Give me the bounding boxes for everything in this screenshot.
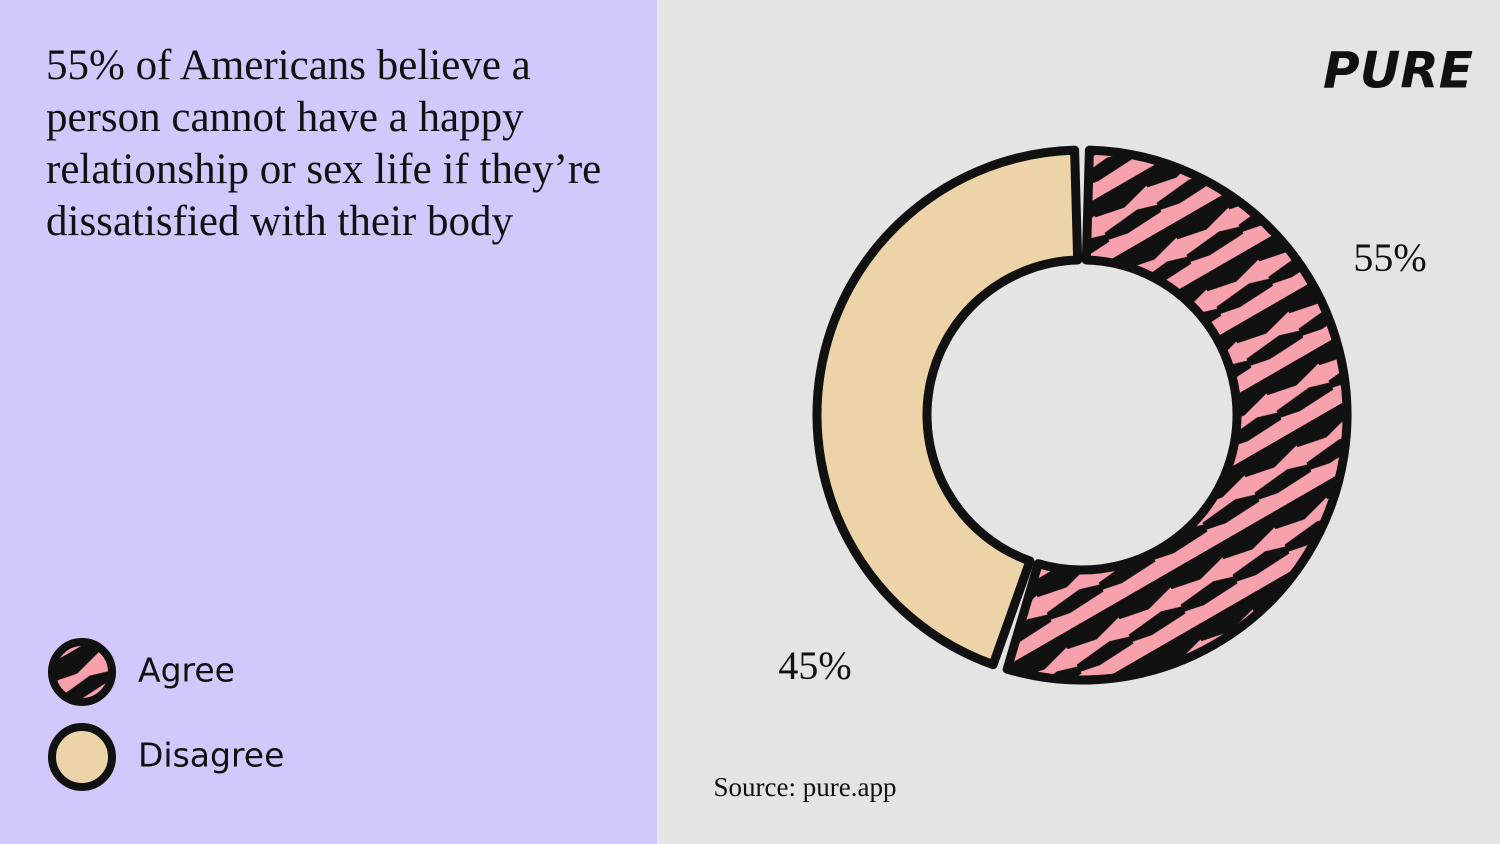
chart-title: 55% of Americans believe a person cannot… [46, 42, 602, 245]
left-panel [0, 0, 657, 844]
value-label: 45% [778, 643, 851, 688]
legend-swatch [48, 723, 116, 791]
source: Source: pure.app [714, 772, 897, 802]
legend-label: Disagree [138, 736, 284, 775]
legend-swatch [48, 638, 116, 706]
legend-label: Agree [138, 651, 235, 690]
brand-logo: PURE [1323, 42, 1473, 100]
donut-slice [812, 145, 1083, 670]
value-label: 55% [1353, 235, 1426, 280]
donut-slice [1002, 145, 1352, 685]
